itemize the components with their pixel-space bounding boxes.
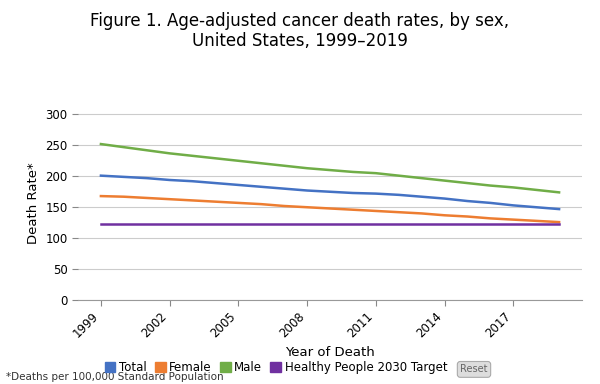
Y-axis label: Death Rate*: Death Rate*: [27, 163, 40, 244]
X-axis label: Year of Death: Year of Death: [285, 346, 375, 359]
Text: Figure 1. Age-adjusted cancer death rates, by sex,
United States, 1999–2019: Figure 1. Age-adjusted cancer death rate…: [91, 12, 509, 50]
Text: Reset: Reset: [460, 364, 488, 374]
Legend: Total, Female, Male, Healthy People 2030 Target: Total, Female, Male, Healthy People 2030…: [105, 361, 447, 374]
Text: *Deaths per 100,000 Standard Population: *Deaths per 100,000 Standard Population: [6, 372, 224, 382]
